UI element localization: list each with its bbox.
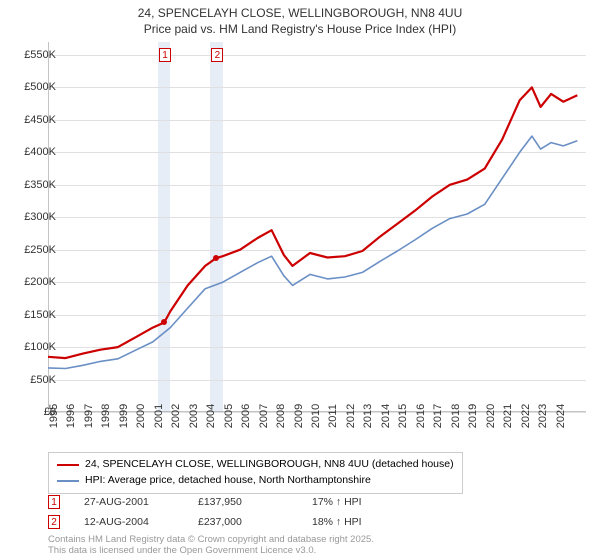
x-axis-label: 2004	[205, 404, 217, 428]
x-axis-label: 2022	[520, 404, 532, 428]
chart-title-block: 24, SPENCELAYH CLOSE, WELLINGBOROUGH, NN…	[0, 0, 600, 37]
footer-line: This data is licensed under the Open Gov…	[48, 545, 374, 556]
table-row: 2 12-AUG-2004 £237,000 18% ↑ HPI	[48, 512, 402, 532]
legend: 24, SPENCELAYH CLOSE, WELLINGBOROUGH, NN…	[48, 452, 463, 494]
legend-item: HPI: Average price, detached house, Nort…	[57, 473, 454, 489]
y-axis-label: £0	[44, 406, 56, 418]
x-axis-label: 2018	[450, 404, 462, 428]
footer: Contains HM Land Registry data © Crown c…	[48, 534, 374, 557]
x-axis-label: 2016	[415, 404, 427, 428]
chart-plot	[48, 42, 586, 412]
chart-area: 1219951996199719981999200020012002200320…	[48, 42, 586, 412]
legend-item: 24, SPENCELAYH CLOSE, WELLINGBOROUGH, NN…	[57, 457, 454, 473]
x-axis-label: 1996	[65, 404, 77, 428]
annotation-price: £237,000	[198, 516, 288, 528]
annotation-delta: 17% ↑ HPI	[312, 496, 402, 508]
annotation-marker-icon: 1	[159, 48, 171, 62]
x-axis-label: 2021	[502, 404, 514, 428]
x-axis-label: 2023	[537, 404, 549, 428]
x-axis-label: 2006	[240, 404, 252, 428]
x-axis-label: 1999	[118, 404, 130, 428]
x-axis-label: 1998	[100, 404, 112, 428]
chart-title-line2: Price paid vs. HM Land Registry's House …	[0, 22, 600, 38]
annotation-marker-icon: 2	[211, 48, 223, 62]
y-axis-label: £550K	[24, 49, 56, 61]
y-axis-label: £100K	[24, 341, 56, 353]
annotation-marker-icon: 1	[48, 495, 60, 509]
annotation-marker-icon: 2	[48, 515, 60, 529]
y-axis-label: £300K	[24, 211, 56, 223]
table-row: 1 27-AUG-2001 £137,950 17% ↑ HPI	[48, 492, 402, 512]
x-axis-label: 2015	[397, 404, 409, 428]
y-axis-label: £150K	[24, 309, 56, 321]
x-axis-label: 2013	[362, 404, 374, 428]
x-axis-label: 1997	[83, 404, 95, 428]
x-axis-label: 2011	[327, 404, 339, 428]
legend-swatch	[57, 480, 79, 482]
annotation-price: £137,950	[198, 496, 288, 508]
annotation-delta: 18% ↑ HPI	[312, 516, 402, 528]
sale-point-marker	[161, 319, 167, 325]
y-axis-label: £400K	[24, 146, 56, 158]
legend-label: 24, SPENCELAYH CLOSE, WELLINGBOROUGH, NN…	[85, 457, 454, 473]
x-axis-label: 2014	[380, 404, 392, 428]
x-axis-label: 2005	[223, 404, 235, 428]
x-axis-label: 2009	[293, 404, 305, 428]
chart-title-line1: 24, SPENCELAYH CLOSE, WELLINGBOROUGH, NN…	[0, 6, 600, 22]
annotations-table: 1 27-AUG-2001 £137,950 17% ↑ HPI 2 12-AU…	[48, 492, 402, 532]
series-line-price_paid	[48, 87, 577, 358]
x-axis-label: 2001	[153, 404, 165, 428]
y-axis-label: £500K	[24, 81, 56, 93]
legend-swatch	[57, 464, 79, 467]
footer-line: Contains HM Land Registry data © Crown c…	[48, 534, 374, 545]
x-axis-label: 2020	[485, 404, 497, 428]
y-axis-label: £350K	[24, 179, 56, 191]
y-axis-label: £450K	[24, 114, 56, 126]
x-axis-label: 2017	[432, 404, 444, 428]
x-axis-label: 2010	[310, 404, 322, 428]
x-axis-label: 2012	[345, 404, 357, 428]
x-axis-label: 2003	[188, 404, 200, 428]
x-axis-label: 2000	[135, 404, 147, 428]
y-axis-label: £50K	[30, 374, 56, 386]
legend-label: HPI: Average price, detached house, Nort…	[85, 473, 371, 489]
x-axis-label: 2008	[275, 404, 287, 428]
series-line-hpi	[48, 136, 577, 368]
annotation-date: 27-AUG-2001	[84, 496, 174, 508]
x-axis-label: 2024	[555, 404, 567, 428]
y-axis-label: £200K	[24, 276, 56, 288]
sale-point-marker	[213, 255, 219, 261]
x-axis-label: 2019	[467, 404, 479, 428]
annotation-date: 12-AUG-2004	[84, 516, 174, 528]
x-axis-label: 2007	[258, 404, 270, 428]
y-axis-label: £250K	[24, 244, 56, 256]
x-axis-label: 2002	[170, 404, 182, 428]
